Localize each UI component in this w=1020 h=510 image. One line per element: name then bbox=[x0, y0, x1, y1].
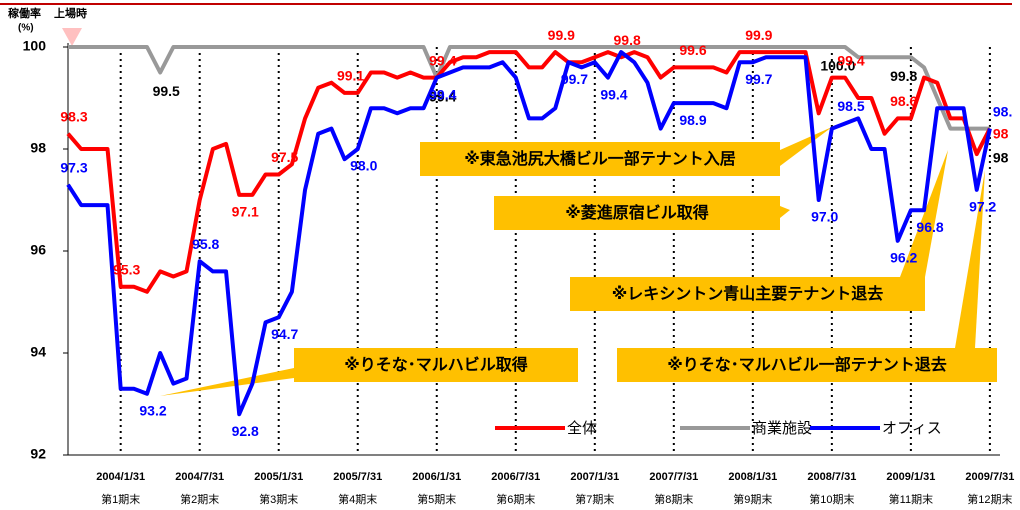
annotation-text: ※りそな･マルハビル一部テナント退去 bbox=[667, 355, 947, 374]
y-tick-label: 92 bbox=[30, 446, 46, 462]
x-tick-label: 2004/7/31 bbox=[175, 471, 224, 483]
x-tick-label: 2006/7/31 bbox=[491, 471, 540, 483]
annotation-box bbox=[294, 348, 578, 382]
data-label: 98.9 bbox=[679, 112, 706, 128]
y-axis-unit: (%) bbox=[18, 23, 34, 34]
start-marker-label: 上場時 bbox=[54, 6, 87, 20]
y-tick-label: 98 bbox=[30, 140, 46, 156]
data-label: 97.0 bbox=[811, 209, 838, 225]
y-tick-label: 100 bbox=[23, 38, 47, 54]
x-tick-label: 2005/1/31 bbox=[254, 471, 303, 483]
period-label: 第10期末 bbox=[809, 492, 854, 506]
data-label: 98.3 bbox=[60, 108, 87, 124]
annotation-box bbox=[494, 196, 780, 230]
data-label: 99.7 bbox=[561, 71, 588, 87]
data-label: 99.4 bbox=[429, 52, 456, 68]
legend-label: 全体 bbox=[567, 419, 597, 437]
data-label: 97.1 bbox=[232, 204, 259, 220]
data-label: 97.2 bbox=[969, 199, 996, 215]
x-tick-label: 2008/7/31 bbox=[807, 471, 856, 483]
period-label: 第8期末 bbox=[654, 492, 693, 506]
data-label: 99.4 bbox=[429, 86, 456, 102]
data-label: 99.6 bbox=[679, 42, 706, 58]
data-label: 99.9 bbox=[548, 27, 575, 43]
annotation-pointer bbox=[955, 170, 985, 348]
data-label: 98 bbox=[993, 149, 1009, 165]
data-label: 98.0 bbox=[350, 158, 377, 174]
period-label: 第12期末 bbox=[967, 492, 1012, 506]
annotation-box bbox=[420, 142, 780, 176]
annotation-box bbox=[617, 348, 997, 382]
annotation-pointer bbox=[160, 368, 294, 396]
data-label: 97.5 bbox=[271, 149, 298, 165]
x-tick-label: 2005/7/31 bbox=[333, 471, 382, 483]
data-label: 99.4 bbox=[429, 88, 456, 104]
data-label: 98. bbox=[993, 103, 1012, 119]
annotation-text: ※東急池尻大橋ビル一部テナント入居 bbox=[464, 149, 736, 168]
data-label: 95.8 bbox=[192, 236, 219, 252]
data-label: 94.7 bbox=[271, 326, 298, 342]
period-label: 第11期末 bbox=[889, 492, 933, 506]
data-label: 99.8 bbox=[890, 68, 917, 84]
y-tick-label: 94 bbox=[30, 344, 46, 360]
data-label: 96.8 bbox=[916, 219, 943, 235]
data-label: 100.0 bbox=[820, 58, 855, 74]
data-label: 98.6 bbox=[890, 93, 917, 109]
y-tick-label: 96 bbox=[30, 242, 46, 258]
data-label: 99.7 bbox=[745, 71, 772, 87]
y-axis-label: 稼働率 bbox=[8, 6, 41, 20]
start-marker bbox=[62, 28, 82, 46]
x-tick-label: 2008/1/31 bbox=[728, 471, 777, 483]
x-tick-label: 2007/1/31 bbox=[570, 471, 619, 483]
period-label: 第3期末 bbox=[259, 492, 298, 506]
annotation-box bbox=[570, 277, 925, 311]
annotation-text: ※レキシントン青山主要テナント退去 bbox=[612, 284, 884, 303]
x-tick-label: 2009/7/31 bbox=[965, 471, 1014, 483]
series-line bbox=[66, 50, 992, 417]
period-label: 第4期末 bbox=[338, 492, 377, 506]
period-label: 第6期末 bbox=[496, 492, 535, 506]
data-label: 98 bbox=[993, 125, 1009, 141]
period-label: 第2期末 bbox=[180, 492, 219, 506]
data-label: 99.1 bbox=[337, 68, 364, 84]
legend-label: オフィス bbox=[882, 420, 942, 437]
data-label: 99.5 bbox=[153, 83, 180, 99]
x-tick-label: 2009/1/31 bbox=[886, 471, 935, 483]
series-line bbox=[68, 45, 990, 131]
data-label: 96.2 bbox=[890, 250, 917, 266]
x-tick-label: 2006/1/31 bbox=[412, 471, 461, 483]
x-tick-label: 2004/1/31 bbox=[96, 471, 145, 483]
data-label: 99.9 bbox=[745, 27, 772, 43]
period-label: 第1期末 bbox=[101, 492, 140, 506]
period-label: 第7期末 bbox=[575, 492, 614, 506]
data-label: 97.3 bbox=[60, 159, 87, 175]
period-label: 第9期末 bbox=[733, 492, 772, 506]
data-label: 99.4 bbox=[600, 86, 627, 102]
data-label: 98.5 bbox=[837, 98, 864, 114]
legend-label: 商業施設 bbox=[752, 420, 812, 437]
annotation-pointer bbox=[780, 127, 832, 166]
data-label: 92.8 bbox=[232, 423, 259, 439]
period-label: 第5期末 bbox=[417, 492, 456, 506]
annotation-text: ※りそな･マルハビル取得 bbox=[344, 355, 528, 374]
data-label: 95.3 bbox=[113, 261, 140, 277]
annotation-text: ※菱進原宿ビル取得 bbox=[565, 203, 709, 222]
series-line bbox=[66, 50, 992, 294]
annotation-pointer bbox=[900, 150, 948, 277]
data-label: 99.4 bbox=[837, 52, 864, 68]
data-label: 93.2 bbox=[139, 403, 166, 419]
data-label: 99.8 bbox=[614, 32, 641, 48]
annotation-pointer bbox=[780, 206, 790, 218]
x-tick-label: 2007/7/31 bbox=[649, 471, 698, 483]
